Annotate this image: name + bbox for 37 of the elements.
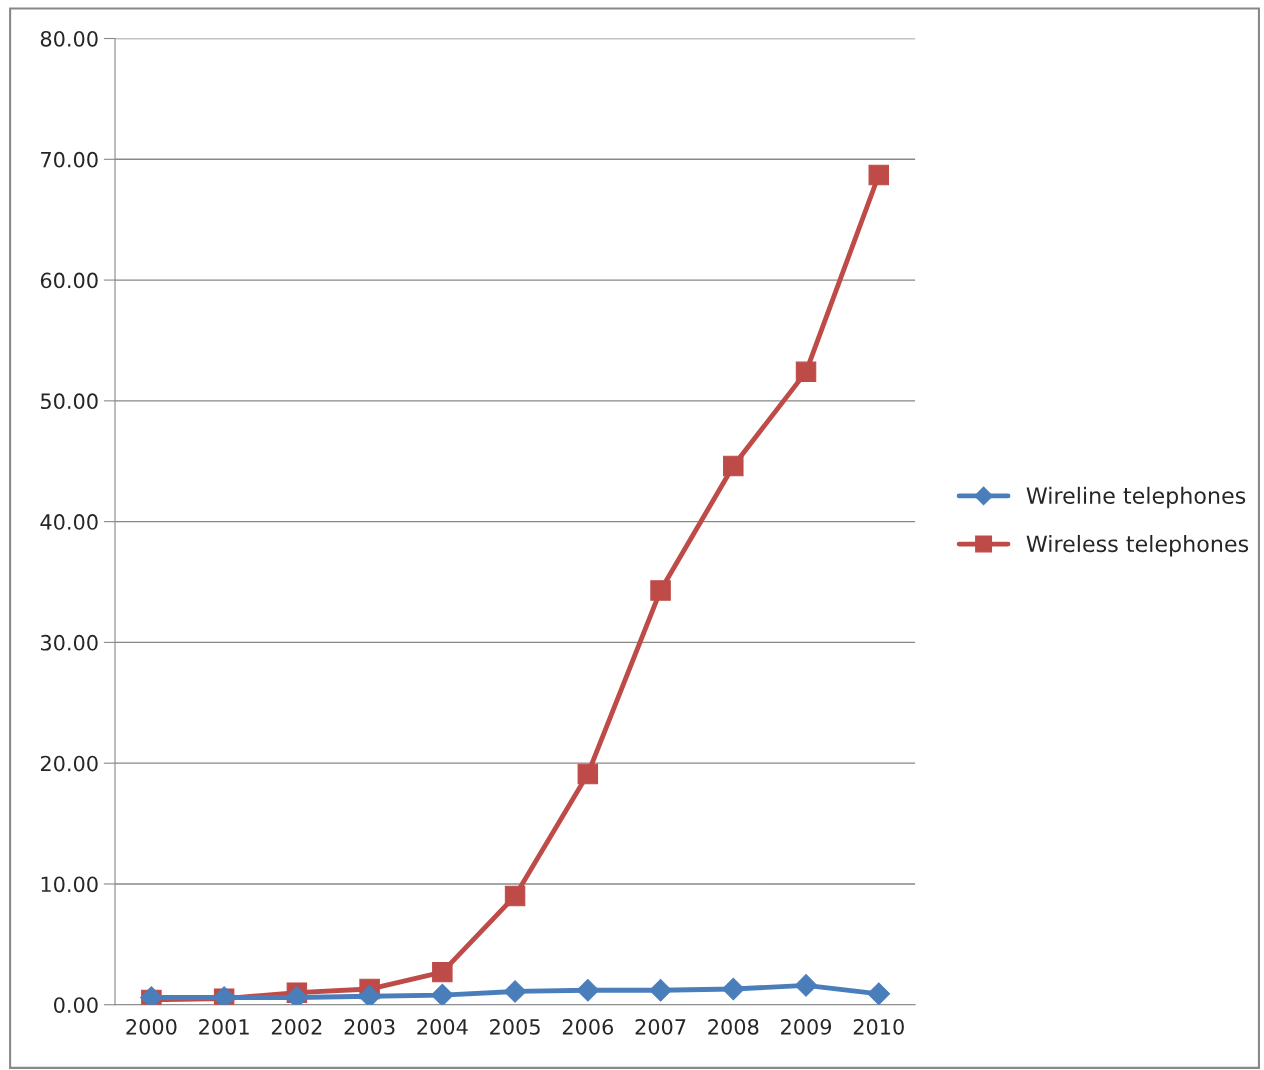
point: [650, 580, 671, 601]
point: [649, 978, 672, 1002]
point: [795, 361, 817, 383]
point: [432, 961, 453, 983]
x-tick-label: 2005: [490, 1018, 540, 1035]
x-tick-label: 2010: [853, 1018, 904, 1035]
point: [723, 455, 744, 477]
x-tick-label: 2001: [199, 1018, 249, 1035]
x-tick-label: 2008: [708, 1018, 759, 1035]
y-tick-label: 70.00: [41, 151, 98, 168]
legend-label: Wireless telephones: [1026, 534, 1249, 557]
legend-label: Wireline telephones: [1026, 486, 1246, 509]
y-tick-label: 0.00: [54, 997, 98, 1013]
y-tick-label: 40.00: [40, 514, 98, 530]
x-tick-label: 2000: [126, 1018, 177, 1035]
y-tick-label: 80.00: [40, 30, 98, 47]
point: [504, 885, 526, 907]
point: [431, 983, 454, 1005]
x-tick-label: 2004: [417, 1018, 468, 1035]
y-tick-label: 20.00: [40, 755, 98, 772]
point: [721, 977, 745, 1001]
y-tick-label: 60.00: [40, 272, 98, 289]
point: [794, 974, 818, 997]
y-tick-label: 10.00: [41, 876, 98, 893]
x-tick-label: 2009: [781, 1018, 832, 1035]
y-tick-label: 30.00: [41, 634, 98, 651]
x-tick-label: 2006: [562, 1018, 614, 1035]
point: [577, 763, 599, 785]
point: [867, 982, 891, 1005]
x-tick-label: 2002: [271, 1018, 322, 1035]
point: [503, 980, 527, 1003]
y-tick-label: 50.00: [41, 393, 98, 410]
point: [868, 164, 890, 186]
x-tick-label: 2003: [344, 1018, 395, 1035]
point: [576, 978, 600, 1002]
point: [358, 984, 381, 1005]
x-tick-label: 2007: [635, 1018, 686, 1035]
